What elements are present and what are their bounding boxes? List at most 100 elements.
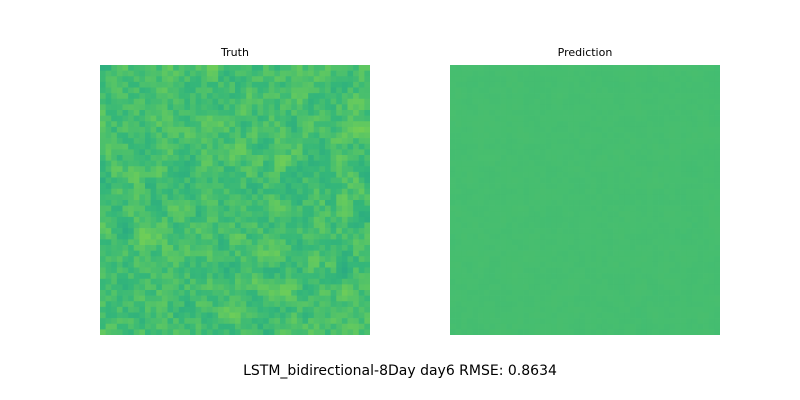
prediction-cell	[590, 245, 597, 251]
truth-cell	[195, 177, 202, 184]
truth-cell	[105, 256, 112, 263]
truth-cell	[111, 98, 118, 105]
prediction-cell	[450, 273, 456, 280]
prediction-cell	[590, 239, 597, 246]
prediction-cell	[585, 306, 591, 313]
truth-cell	[347, 166, 354, 173]
truth-cell	[291, 205, 298, 212]
figure-caption: LSTM_bidirectional-8Day day6 RMSE: 0.863…	[243, 363, 557, 379]
truth-cell	[116, 211, 123, 218]
truth-cell	[319, 93, 326, 100]
prediction-cell	[624, 329, 631, 335]
prediction-cell	[466, 98, 473, 105]
prediction-cell	[495, 76, 501, 83]
prediction-cell	[523, 87, 530, 94]
truth-cell	[347, 87, 354, 94]
prediction-cell	[540, 138, 546, 145]
prediction-cell	[708, 76, 715, 83]
truth-cell	[105, 261, 112, 268]
truth-cell	[116, 273, 123, 280]
truth-cell	[274, 323, 281, 330]
prediction-cell	[517, 104, 524, 111]
prediction-cell	[523, 171, 530, 178]
prediction-cell	[450, 306, 456, 313]
prediction-cell	[680, 250, 687, 257]
prediction-cell	[466, 143, 473, 150]
prediction-cell	[607, 239, 614, 246]
prediction-cell	[596, 273, 603, 280]
truth-cell	[291, 65, 298, 71]
prediction-cell	[556, 273, 563, 280]
prediction-cell	[466, 278, 473, 285]
prediction-cell	[703, 329, 710, 335]
prediction-cell	[663, 98, 670, 105]
prediction-cell	[568, 98, 575, 105]
truth-cell	[201, 155, 208, 161]
prediction-cell	[511, 256, 518, 263]
truth-cell	[173, 188, 180, 195]
prediction-cell	[551, 70, 558, 77]
prediction-cell	[708, 329, 715, 335]
truth-cell	[100, 250, 106, 257]
prediction-cell	[534, 160, 541, 167]
truth-cell	[246, 256, 253, 263]
truth-cell	[358, 295, 365, 302]
truth-cell	[336, 98, 343, 105]
prediction-cell	[618, 126, 625, 133]
prediction-cell	[517, 233, 524, 240]
prediction-cell	[478, 323, 485, 330]
prediction-cell	[658, 155, 665, 161]
prediction-cell	[641, 98, 648, 105]
prediction-cell	[450, 329, 456, 335]
truth-cell	[285, 323, 292, 330]
truth-cell	[240, 70, 247, 77]
truth-cell	[105, 290, 112, 296]
truth-cell	[184, 306, 191, 313]
truth-cell	[251, 194, 258, 201]
truth-cell	[358, 318, 365, 325]
prediction-cell	[545, 318, 552, 325]
truth-cell	[156, 205, 163, 212]
prediction-cell	[517, 110, 524, 116]
truth-cell	[319, 312, 326, 319]
prediction-cell	[658, 98, 665, 105]
prediction-cell	[669, 256, 676, 263]
truth-cell	[195, 239, 202, 246]
prediction-cell	[483, 267, 490, 274]
truth-cell	[100, 256, 106, 263]
prediction-cell	[534, 329, 541, 335]
truth-cell	[212, 121, 219, 128]
prediction-cell	[663, 301, 670, 308]
truth-cell	[212, 177, 219, 184]
truth-cell	[336, 149, 343, 156]
truth-cell	[325, 200, 331, 206]
truth-cell	[336, 194, 343, 201]
truth-cell	[302, 155, 309, 161]
truth-cell	[274, 278, 281, 285]
prediction-cell	[517, 70, 524, 77]
truth-cell	[100, 76, 106, 83]
prediction-cell	[500, 306, 507, 313]
prediction-cell	[624, 205, 631, 212]
prediction-cell	[478, 267, 485, 274]
prediction-cell	[601, 104, 608, 111]
prediction-cell	[630, 87, 636, 94]
truth-cell	[122, 301, 129, 308]
prediction-cell	[478, 329, 485, 335]
prediction-cell	[523, 211, 530, 218]
prediction-cell	[528, 160, 535, 167]
prediction-cell	[540, 318, 546, 325]
prediction-cell	[646, 290, 653, 296]
prediction-cell	[618, 312, 625, 319]
prediction-cell	[517, 245, 524, 251]
prediction-cell	[478, 273, 485, 280]
prediction-cell	[562, 194, 569, 201]
prediction-cell	[472, 239, 479, 246]
truth-cell	[325, 76, 331, 83]
truth-cell	[218, 273, 225, 280]
prediction-cell	[663, 115, 670, 122]
prediction-cell	[669, 318, 676, 325]
truth-cell	[280, 216, 286, 223]
prediction-cell	[517, 267, 524, 274]
prediction-cell	[714, 290, 720, 296]
